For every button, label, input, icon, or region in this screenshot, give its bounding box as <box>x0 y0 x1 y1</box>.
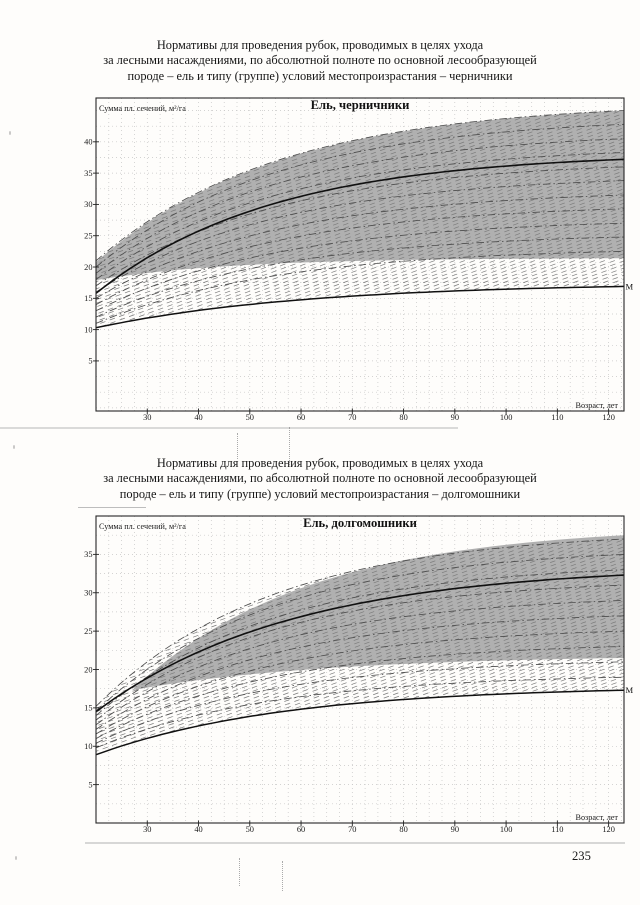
y-tick-label: 10 <box>84 325 92 334</box>
fan-curve <box>95 538 625 707</box>
axis-ticks-labels: 30 40 50 60 70 80 90 100 110 120 5 10 15 20 25 30 35 40 <box>84 138 615 422</box>
fan-curve <box>95 138 625 274</box>
gray-band <box>131 535 624 691</box>
figure-caption-1: Нормативы для проведения рубок, проводим… <box>30 38 610 84</box>
m-curve-label: М <box>626 685 634 695</box>
figure-spruce-polytric-chart: 30 40 50 60 70 80 90 100 110 120 5 10 15 20 25 30 35 Ель… <box>84 514 634 844</box>
x-tick-label: 110 <box>551 825 563 834</box>
fan-curves <box>95 538 625 749</box>
x-axis-label: Возраст, лет <box>575 813 618 822</box>
x-tick-label: 70 <box>348 413 356 422</box>
fan-curve <box>95 194 625 299</box>
fan-curve <box>95 152 625 280</box>
y-tick-label: 40 <box>84 138 92 147</box>
x-tick-label: 70 <box>348 825 356 834</box>
x-tick-label: 90 <box>451 825 459 834</box>
y-tick-label: 25 <box>84 232 92 241</box>
x-tick-label: 50 <box>246 413 254 422</box>
x-tick-label: 80 <box>399 413 407 422</box>
y-tick-label: 25 <box>84 627 92 636</box>
scan-artifact-line <box>85 842 625 844</box>
fan-curve <box>95 553 625 712</box>
bold-curve <box>95 158 625 294</box>
fan-curve <box>95 110 625 262</box>
x-tick-label: 80 <box>399 825 407 834</box>
fan-curve <box>95 250 625 324</box>
m-curve-label: М <box>626 281 634 291</box>
x-tick-label: 100 <box>500 413 513 422</box>
minimum-curve <box>95 285 625 329</box>
fan-curve <box>95 599 625 726</box>
x-tick-label: 60 <box>297 825 305 834</box>
x-tick-label: 40 <box>194 825 202 834</box>
scan-artifact-dots <box>282 861 283 891</box>
scan-artifact-line <box>78 507 146 508</box>
x-axis-label: Возраст, лет <box>575 401 618 410</box>
fan-curve <box>95 646 625 739</box>
y-tick-label: 30 <box>84 200 92 209</box>
y-tick-label: 35 <box>84 550 92 559</box>
fan-curve <box>95 661 625 744</box>
fan-curve <box>95 584 625 721</box>
y-tick-label: 35 <box>84 169 92 178</box>
y-tick-label: 20 <box>84 665 92 674</box>
axis-ticks-labels: 30 40 50 60 70 80 90 100 110 120 5 10 15 20 25 30 35 <box>84 550 615 834</box>
caption-line: Нормативы для проведения рубок, проводим… <box>156 456 484 470</box>
caption-line: за лесными насаждениями, по абсолютной п… <box>103 471 537 486</box>
scan-artifact-dots <box>289 427 290 467</box>
figure-caption-2: Нормативы для проведения рубок, проводим… <box>30 456 610 502</box>
bold-curve <box>95 574 625 713</box>
caption-line: Нормативы для проведения рубок, проводим… <box>156 38 484 52</box>
y-tick-label: 30 <box>84 589 92 598</box>
scan-artifact-dots <box>239 858 240 886</box>
x-tick-label: 120 <box>602 413 615 422</box>
page-number: 235 <box>572 849 591 863</box>
scan-artifact-line <box>0 427 458 429</box>
x-tick-label: 40 <box>194 413 202 422</box>
fan-curve <box>95 222 625 312</box>
fan-curve <box>95 630 625 735</box>
fan-curve <box>95 123 625 268</box>
x-tick-label: 120 <box>602 825 615 834</box>
x-tick-label: 30 <box>143 825 151 834</box>
y-tick-label: 10 <box>84 742 92 751</box>
x-tick-label: 100 <box>500 825 513 834</box>
minimum-curve <box>95 689 625 756</box>
y-tick-label: 15 <box>84 704 92 713</box>
chart-title: Ель, черничники <box>311 98 410 112</box>
fan-curve <box>95 676 625 749</box>
y-tick-label: 20 <box>84 263 92 272</box>
caption-line: породе – ель и типу (группе) условий мес… <box>119 486 521 501</box>
y-tick-label: 5 <box>88 357 92 366</box>
x-tick-label: 30 <box>143 413 151 422</box>
scan-artifact-speck <box>15 856 17 860</box>
y-axis-label: Сумма пл. сечений, м²/га <box>99 104 186 113</box>
chart-title: Ель, долгомошники <box>303 516 417 530</box>
scan-artifact-dots <box>237 433 238 459</box>
scan-artifact-speck <box>13 445 15 449</box>
caption-line: породе – ель и типу (группе) условий мес… <box>127 68 513 83</box>
fan-curve <box>95 180 625 293</box>
x-tick-label: 60 <box>297 413 305 422</box>
x-tick-label: 90 <box>451 413 459 422</box>
x-tick-label: 50 <box>246 825 254 834</box>
fan-curve <box>95 236 625 318</box>
y-axis-label: Сумма пл. сечений, м²/га <box>99 522 186 531</box>
figure-spruce-bilberry-chart: 30 40 50 60 70 80 90 100 110 120 5 10 15 20 25 30 35 40 Е… <box>84 96 634 426</box>
y-tick-label: 5 <box>88 780 92 789</box>
scan-artifact-speck <box>9 131 11 135</box>
fan-curve <box>95 208 625 305</box>
fan-curve <box>95 569 625 716</box>
caption-line: за лесными насаждениями, по абсолютной п… <box>103 53 537 68</box>
chart-canvas: 30 40 50 60 70 80 90 100 110 120 5 10 15 20 25 30 35 Ель… <box>84 515 634 834</box>
y-tick-label: 15 <box>84 294 92 303</box>
x-tick-label: 110 <box>551 413 563 422</box>
chart-canvas: 30 40 50 60 70 80 90 100 110 120 5 10 15 20 25 30 35 40 Е… <box>84 97 634 422</box>
plot-frame <box>95 97 625 412</box>
